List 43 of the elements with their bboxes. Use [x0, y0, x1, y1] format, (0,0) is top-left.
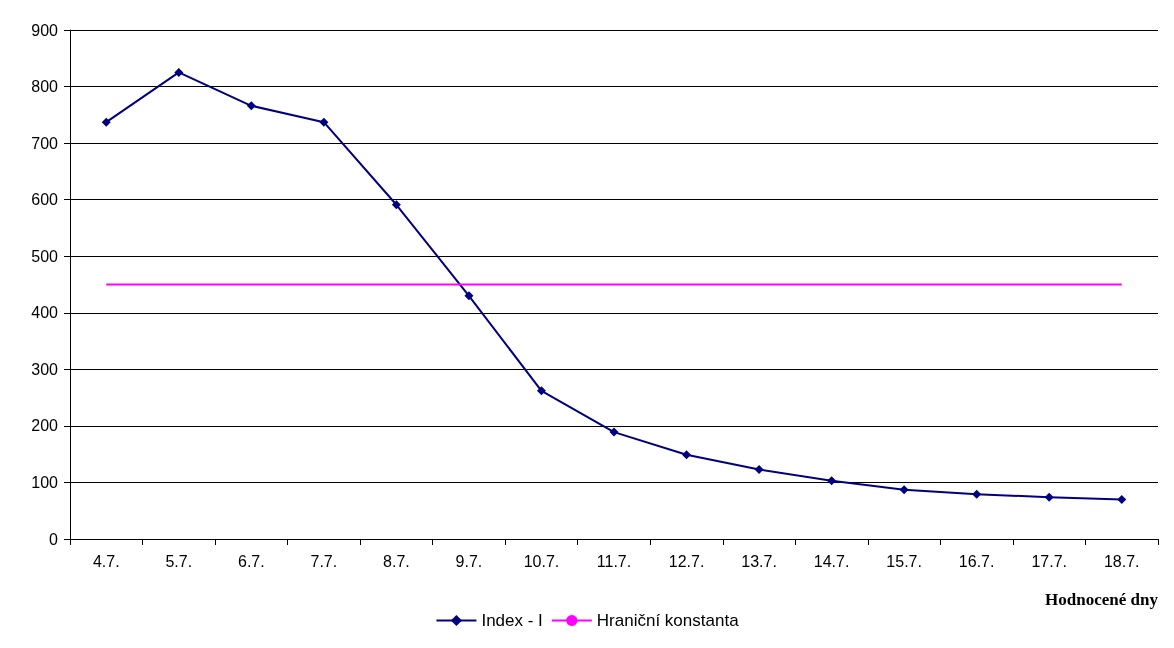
- x-tick-label: 14.7.: [813, 552, 850, 570]
- x-tick-label: 16.7.: [958, 552, 995, 570]
- y-tick-label: 100: [31, 473, 59, 491]
- point: [827, 476, 837, 486]
- legend-label: Index - I: [481, 611, 543, 630]
- y-tick-label: 500: [31, 247, 59, 265]
- y-tick-label: 400: [31, 304, 59, 322]
- x-axis-title: Hodnocené dny: [1045, 590, 1159, 609]
- x-tick-label: 9.7.: [455, 552, 483, 570]
- x-tick-label: 18.7.: [1103, 552, 1140, 570]
- y-tick-label: 300: [31, 360, 59, 378]
- y-tick-label: 600: [31, 191, 59, 209]
- x-tick-label: 12.7.: [668, 552, 705, 570]
- point: [464, 291, 474, 301]
- x-tick-label: 11.7.: [596, 552, 632, 570]
- point: [101, 117, 111, 127]
- point: [391, 200, 401, 210]
- point: [174, 67, 184, 77]
- point: [536, 386, 546, 396]
- point: [246, 101, 256, 111]
- point: [972, 489, 982, 499]
- x-tick-label: 5.7.: [165, 552, 193, 570]
- y-tick-label: 900: [31, 21, 59, 39]
- x-tick-label: 7.7.: [310, 552, 338, 570]
- x-tick-label: 17.7.: [1031, 552, 1067, 570]
- point: [754, 464, 764, 474]
- point: [319, 117, 329, 127]
- y-tick-label: 200: [31, 417, 59, 435]
- x-tick-label: 13.7.: [741, 552, 777, 570]
- x-tick-label: 4.7.: [92, 552, 120, 570]
- legend-label: Hraniční konstanta: [596, 611, 740, 630]
- x-tick-label: 8.7.: [383, 552, 410, 570]
- x-tick-label: 15.7.: [886, 552, 922, 570]
- point: [682, 450, 692, 460]
- point: [1044, 492, 1054, 502]
- y-tick-label: 0: [49, 530, 59, 548]
- point: [609, 427, 619, 437]
- y-tick-label: 800: [31, 78, 59, 96]
- point: [1117, 494, 1127, 504]
- x-tick-label: 6.7.: [237, 552, 265, 570]
- y-tick-label: 700: [31, 134, 59, 152]
- point: [899, 485, 909, 495]
- x-tick-label: 10.7.: [523, 552, 560, 570]
